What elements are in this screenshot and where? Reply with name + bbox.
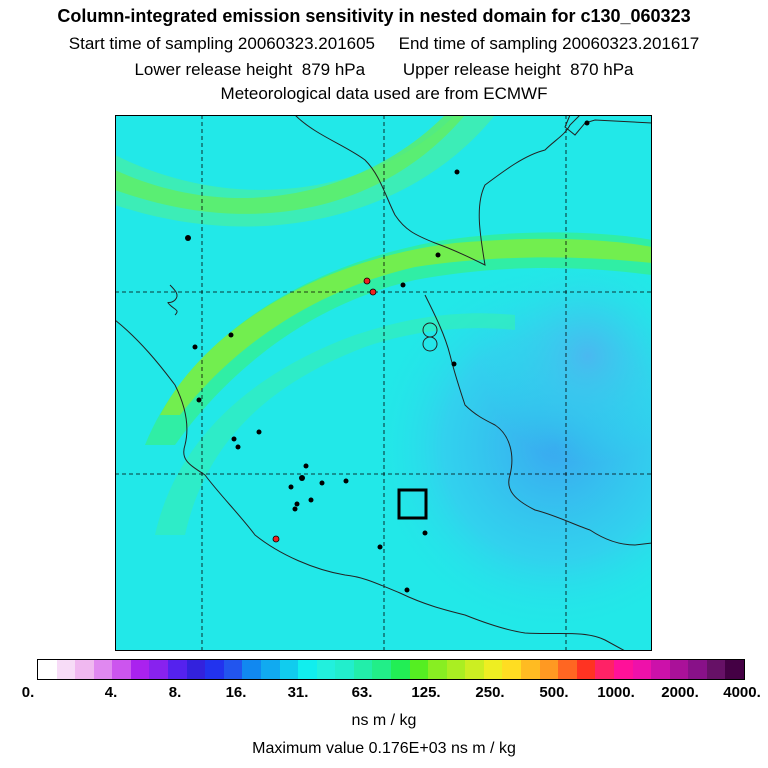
- colorbar-tick-label: 4.: [104, 684, 118, 701]
- start-label: Start time of sampling: [68, 34, 234, 53]
- colorbar-segment: [465, 660, 484, 679]
- colorbar-segment: [483, 660, 503, 679]
- colorbar-segment: [168, 660, 187, 679]
- stations-black: [185, 120, 590, 593]
- sensitivity-arc-band-core: [160, 238, 652, 415]
- release-heights: Lower release height 879 hPa Upper relea…: [0, 60, 768, 80]
- colorbar-segment: [260, 660, 280, 679]
- colorbar-tick-label: 0.: [21, 684, 35, 701]
- colorbar-segment: [725, 660, 744, 679]
- graticule: [115, 115, 652, 651]
- release-box: [397, 488, 428, 520]
- end-label: End time of sampling: [398, 34, 558, 53]
- colorbar-segment: [409, 660, 429, 679]
- colorbar-segment: [521, 660, 540, 679]
- colorbar-segment: [688, 660, 707, 679]
- colorbar-segment: [539, 660, 559, 679]
- colorbar-segment: [595, 660, 614, 679]
- colorbar-segment: [353, 660, 373, 679]
- colorbar-tick-label: 500.: [539, 684, 569, 701]
- colorbar-segment: [502, 660, 522, 679]
- colorbar-segment: [335, 660, 354, 679]
- colorbar-segment: [75, 660, 94, 679]
- colorbar-segment: [149, 660, 169, 679]
- colorbar-segment: [186, 660, 206, 679]
- colorbar-tick-label: 16.: [225, 684, 247, 701]
- colorbar-segment: [279, 660, 299, 679]
- colorbar-segment: [112, 660, 131, 679]
- colorbar-segment: [93, 660, 113, 679]
- max-label: Maximum value: [252, 740, 365, 757]
- end-value: 20060323.201617: [562, 34, 700, 53]
- lower-label: Lower release height: [134, 60, 293, 79]
- sensitivity-band-top-core: [115, 115, 465, 214]
- colorbar-segment: [298, 660, 317, 679]
- max-value-line: Maximum value 0.176E+03 ns m / kg: [0, 740, 768, 758]
- colorbar-segment: [651, 660, 670, 679]
- plot-title: Column-integrated emission sensitivity i…: [57, 6, 691, 26]
- sensitivity-map: [115, 115, 652, 651]
- lower-value: 879 hPa: [301, 60, 366, 79]
- colorbar-segment: [205, 660, 224, 679]
- colorbar-segment: [428, 660, 447, 679]
- colorbar-tick-label: 2000.: [661, 684, 699, 701]
- colorbar-segment: [706, 660, 726, 679]
- colorbar-tick-label: 125.: [411, 684, 441, 701]
- colorbar-segment: [38, 660, 57, 679]
- sensitivity-arc-inner: [155, 313, 515, 535]
- start-value: 20060323.201605: [237, 34, 376, 53]
- upper-label: Upper release height: [402, 60, 561, 79]
- upper-value: 870 hPa: [570, 60, 634, 79]
- colorbar-segment: [56, 660, 76, 679]
- colorbar-tick-label: 31.: [287, 684, 309, 701]
- colorbar-segment: [242, 660, 261, 679]
- colorbar-segment: [372, 660, 391, 679]
- colorbar-segment: [390, 660, 410, 679]
- colorbar-segment: [669, 660, 689, 679]
- colorbar-segment: [223, 660, 243, 679]
- colorbar: [37, 659, 745, 680]
- colorbar-tick-label: 250.: [475, 684, 505, 701]
- colorbar-segment: [558, 660, 577, 679]
- colorbar-tick-label: 8.: [168, 684, 182, 701]
- colorbar-segment: [632, 660, 652, 679]
- colorbar-tick-label: 1000.: [597, 684, 635, 701]
- colorbar-tick-label: 4000.: [723, 684, 761, 701]
- colorbar-segment: [316, 660, 336, 679]
- colorbar-segment: [576, 660, 596, 679]
- colorbar-segment: [130, 660, 150, 679]
- colorbar-tick-label: 63.: [351, 684, 373, 701]
- colorbar-units: ns m / kg: [351, 712, 417, 729]
- sampling-times: Start time of sampling 20060323.201605 E…: [0, 34, 768, 54]
- colorbar-segment: [446, 660, 466, 679]
- coastlines: [115, 115, 652, 651]
- max-value: 0.176E+03 ns m / kg: [368, 740, 516, 757]
- met-data-line: Meteorological data used are from ECMWF: [220, 84, 548, 103]
- stations-red: [272, 277, 377, 543]
- colorbar-segment: [613, 660, 633, 679]
